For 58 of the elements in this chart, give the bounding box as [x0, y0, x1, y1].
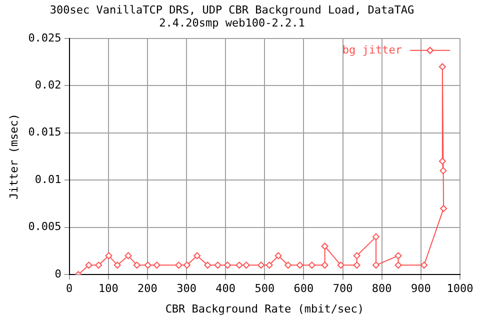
point [372, 233, 380, 240]
point [420, 262, 428, 269]
point [308, 262, 316, 269]
x-tick-label: 500 [254, 282, 275, 296]
point [95, 262, 102, 269]
y-axis-title: Jitter (msec) [7, 113, 20, 200]
point [236, 262, 243, 269]
x-tick-label: 400 [216, 282, 236, 296]
y-tick-label: 0.005 [28, 220, 62, 234]
point [440, 167, 447, 174]
point [85, 262, 92, 269]
point [258, 262, 265, 269]
legend-label: bg jitter [342, 43, 402, 56]
x-tick-label: 300 [176, 282, 196, 296]
x-tick-label: 600 [294, 282, 314, 296]
point [321, 242, 328, 250]
x-tick-label: 0 [66, 282, 73, 296]
x-tick-label: 800 [372, 282, 392, 296]
point [114, 262, 121, 269]
point [204, 262, 212, 269]
y-tick-label: 0.025 [28, 31, 62, 44]
x-tick-label: 1000 [446, 282, 474, 296]
point [144, 262, 152, 269]
point [175, 262, 182, 269]
point [153, 262, 160, 269]
point [224, 262, 232, 269]
point [394, 262, 402, 269]
x-tick-label: 700 [332, 282, 353, 296]
chart-subtitle: 2.4.20smp web100-2.2.1 [159, 16, 305, 30]
x-axis-title: CBR Background Rate (mbit/sec) [165, 302, 364, 316]
point [274, 252, 282, 260]
y-tick-label: 0 [54, 267, 62, 280]
point [242, 262, 250, 269]
point [353, 262, 360, 269]
point [438, 158, 446, 165]
point [296, 262, 304, 269]
y-tick-label: 0.01 [34, 172, 62, 186]
point [183, 262, 190, 269]
x-tick-label: 900 [410, 282, 431, 296]
point [284, 262, 292, 269]
point [438, 63, 446, 70]
point [124, 252, 132, 260]
point [394, 252, 402, 260]
point [337, 262, 344, 269]
point [266, 262, 273, 269]
point [133, 262, 140, 269]
x-tick-label: 200 [138, 282, 158, 296]
y-tick-label: 0.02 [34, 78, 62, 92]
point [321, 262, 328, 269]
point [194, 252, 201, 260]
point [353, 252, 360, 260]
point [105, 252, 112, 260]
point [440, 204, 448, 212]
point [372, 262, 380, 269]
point [214, 262, 222, 269]
y-tick-label: 0.015 [28, 126, 62, 139]
x-tick-label: 100 [98, 282, 118, 296]
chart-title: 300sec VanillaTCP DRS, UDP CBR Background Load, DataTAG [50, 3, 414, 16]
